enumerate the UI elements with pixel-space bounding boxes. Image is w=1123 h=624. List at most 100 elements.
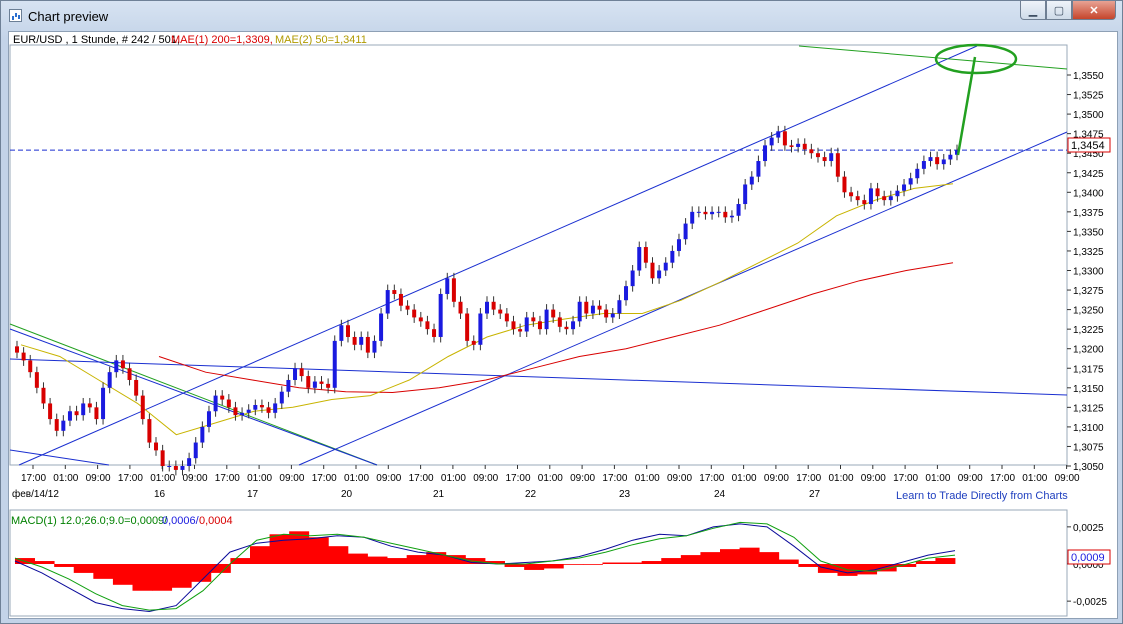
time-axis: 17:00 01:00 09:00 17:00 01:00 09:00 17:00 01:00… bbox=[21, 465, 1080, 484]
candle-body bbox=[432, 329, 437, 337]
candle-body bbox=[571, 321, 576, 330]
time-tick-label: 17:00 bbox=[699, 473, 724, 484]
candle-body bbox=[657, 270, 662, 279]
time-tick-label: 09:00 bbox=[183, 473, 208, 484]
candle-body bbox=[81, 403, 86, 416]
candle-body bbox=[246, 409, 251, 413]
candle-body bbox=[405, 305, 410, 310]
candle-body bbox=[716, 211, 721, 213]
candle-body bbox=[815, 153, 820, 158]
time-tick-label: 09:00 bbox=[473, 473, 498, 484]
maximize-button[interactable]: ▢ bbox=[1046, 1, 1072, 20]
macd-current-label: 0,0009 bbox=[1071, 552, 1105, 564]
y-tick-label: 1,3400 bbox=[1073, 188, 1104, 199]
candle-body bbox=[663, 262, 668, 271]
macd-hist-bar bbox=[720, 549, 740, 564]
time-tick-label: 01:00 bbox=[635, 473, 660, 484]
time-tick-label: 01:00 bbox=[829, 473, 854, 484]
ma50-label: MAE(2) 50=1,3411 bbox=[275, 34, 367, 46]
candle-body bbox=[312, 381, 317, 388]
candle-body bbox=[835, 153, 840, 177]
candles bbox=[15, 125, 959, 476]
minimize-button[interactable]: ▁ bbox=[1020, 1, 1046, 20]
window-title: Chart preview bbox=[28, 9, 109, 24]
candle-body bbox=[345, 325, 350, 337]
y-tick-label: 1,3450 bbox=[1073, 149, 1104, 160]
price-y-axis: 1,3550 1,3525 1,3500 1,3475 1,3450 1,3425 1,34… bbox=[1067, 71, 1104, 473]
candle-body bbox=[28, 360, 33, 373]
macd-hist-bar bbox=[171, 564, 192, 588]
macd-hist-bar bbox=[112, 564, 133, 585]
channel-lower-line bbox=[298, 131, 1068, 466]
title-bar[interactable]: Chart preview ▁ ▢ ✕ bbox=[1, 1, 1122, 31]
time-tick-label: 01:00 bbox=[732, 473, 757, 484]
candle-body bbox=[359, 336, 364, 345]
macd-hist-bar bbox=[93, 564, 114, 579]
candle-body bbox=[776, 131, 781, 138]
macd-hist-bar bbox=[778, 559, 799, 564]
time-tick-label: 17:00 bbox=[21, 473, 46, 484]
candle-body bbox=[862, 200, 867, 205]
downtrend-line-blue bbox=[9, 328, 378, 466]
candle-body bbox=[935, 157, 940, 165]
chart-app-icon bbox=[9, 9, 22, 22]
chart-canvas[interactable]: EUR/USD , 1 Stunde, # 242 / 501, MAE(1) … bbox=[9, 32, 1117, 618]
close-button[interactable]: ✕ bbox=[1072, 1, 1116, 20]
channel-short-line bbox=[9, 449, 110, 466]
time-tick-label: 17:00 bbox=[990, 473, 1015, 484]
macd-tick-label: 0,0025 bbox=[1073, 523, 1104, 534]
trend-lines bbox=[9, 45, 1068, 466]
candle-body bbox=[451, 278, 456, 302]
candle-body bbox=[101, 387, 106, 420]
y-tick-label: 1,3300 bbox=[1073, 267, 1104, 278]
candle-body bbox=[670, 250, 675, 263]
candle-body bbox=[690, 211, 695, 224]
candle-body bbox=[21, 352, 26, 361]
candle-body bbox=[412, 309, 417, 318]
candle-body bbox=[908, 178, 913, 185]
y-tick-label: 1,3375 bbox=[1073, 208, 1104, 219]
candle-body bbox=[67, 411, 72, 421]
macd-panel[interactable]: MACD(1) 12.0;26.0;9.0=0,0009/ 0,0006/ 0,… bbox=[9, 509, 1111, 617]
macd-hist-bar bbox=[308, 537, 329, 564]
macd-hist-bar bbox=[367, 556, 388, 564]
macd-hist-bar bbox=[387, 558, 408, 564]
candle-body bbox=[286, 379, 291, 392]
candle-body bbox=[955, 150, 959, 155]
time-tick-label: 01:00 bbox=[925, 473, 950, 484]
candle-body bbox=[226, 399, 231, 408]
close-icon: ✕ bbox=[1089, 4, 1099, 17]
time-tick-label: 17:00 bbox=[118, 473, 143, 484]
candle-body bbox=[584, 301, 589, 314]
y-tick-label: 1,3425 bbox=[1073, 169, 1104, 180]
time-tick-label: 09:00 bbox=[667, 473, 692, 484]
macd-hist-bar bbox=[347, 553, 368, 564]
y-tick-label: 1,3075 bbox=[1073, 442, 1104, 453]
macd-hist-bar bbox=[759, 552, 780, 564]
symbol-label: EUR/USD , 1 Stunde, # 242 / 501, bbox=[13, 34, 180, 46]
macd-signal-label: 0,0006/ bbox=[162, 515, 200, 527]
macd-hist-bar bbox=[563, 564, 584, 565]
date-tick-label: 21 bbox=[433, 489, 445, 500]
candle-body bbox=[233, 407, 238, 416]
date-axis: фев/14/12 16 17 20 21 22 23 24 27 bbox=[12, 488, 821, 500]
candle-body bbox=[577, 301, 582, 322]
y-tick-label: 1,3125 bbox=[1073, 403, 1104, 414]
downtrend-line-green bbox=[9, 323, 378, 466]
candle-body bbox=[379, 313, 384, 341]
candle-body bbox=[782, 131, 787, 146]
candle-body bbox=[531, 317, 536, 322]
y-tick-label: 1,3225 bbox=[1073, 325, 1104, 336]
candle-body bbox=[15, 346, 19, 353]
price-panel[interactable]: EUR/USD , 1 Stunde, # 242 / 501, MAE(1) … bbox=[9, 34, 1111, 502]
macd-hist-bar bbox=[680, 555, 701, 564]
date-tick-label: 24 bbox=[714, 489, 726, 500]
price-plot-area[interactable] bbox=[9, 44, 1068, 466]
macd-hist-bar bbox=[582, 564, 603, 565]
time-tick-label: 17:00 bbox=[409, 473, 434, 484]
time-tick-label: 01:00 bbox=[247, 473, 272, 484]
current-price-marker: 1,3454 bbox=[1067, 137, 1111, 153]
learn-to-trade-link[interactable]: Learn to Trade Directly from Charts bbox=[896, 490, 1068, 502]
channel-upper-line bbox=[18, 45, 978, 466]
macd-hist-bar bbox=[504, 564, 525, 567]
